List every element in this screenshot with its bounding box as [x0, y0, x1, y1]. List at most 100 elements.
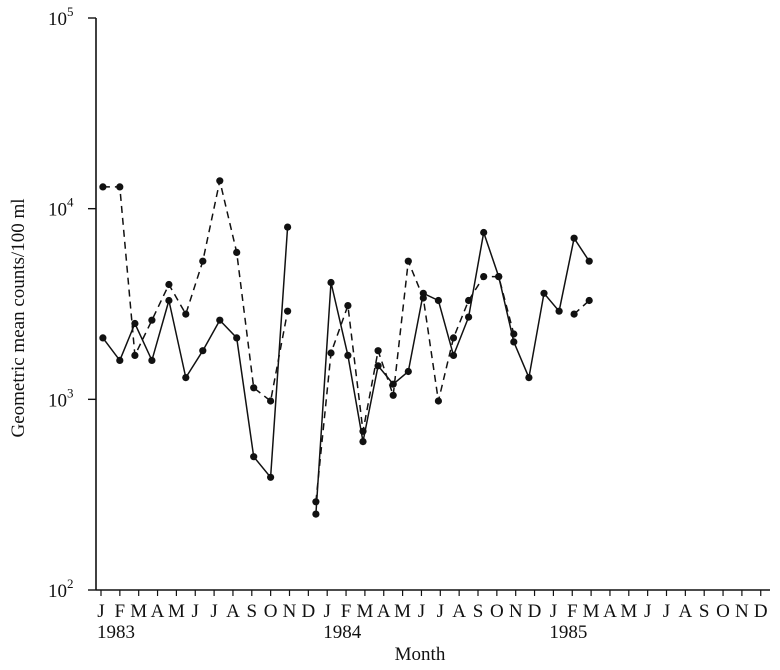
- solid-series-point: [165, 296, 173, 305]
- y-tick-label: 105: [48, 4, 74, 30]
- x-month-label: D: [528, 601, 542, 622]
- dashed-series-point: [116, 183, 124, 191]
- x-month-label: S: [473, 601, 484, 622]
- solid-series-point: [199, 347, 207, 355]
- x-month-label: M: [130, 601, 147, 622]
- y-tick-base: 10: [48, 390, 67, 411]
- x-month-label: D: [301, 601, 315, 622]
- dashed-series-point: [449, 334, 458, 342]
- x-month-label: J: [418, 601, 425, 622]
- x-month-label: A: [452, 601, 466, 622]
- y-tick-base: 10: [48, 200, 67, 221]
- x-month-label: S: [247, 601, 258, 622]
- x-month-label: A: [151, 601, 165, 622]
- solid-series-point: [555, 307, 563, 315]
- y-tick-label: 102: [48, 576, 74, 602]
- dashed-series-point: [250, 384, 258, 392]
- solid-series-point: [131, 319, 139, 328]
- solid-series-point: [525, 374, 533, 382]
- solid-series-line: [315, 232, 590, 515]
- solid-series-point: [510, 338, 518, 346]
- x-month-label: J: [210, 601, 217, 622]
- solid-series-line: [102, 227, 289, 480]
- dashed-series-point: [495, 273, 503, 281]
- solid-series-point: [434, 296, 442, 305]
- solid-series-point: [312, 510, 320, 518]
- dashed-series-point: [480, 273, 488, 281]
- y-tick-base: 10: [48, 9, 67, 30]
- solid-series-point: [480, 228, 488, 237]
- solid-series-point: [540, 289, 548, 297]
- series-layer: [99, 177, 593, 518]
- dashed-series-point: [359, 427, 367, 435]
- x-month-label: M: [583, 601, 600, 622]
- dashed-series-point: [404, 257, 412, 265]
- dashed-series-point: [233, 248, 241, 256]
- dashed-series-point: [131, 351, 139, 359]
- solid-series-point: [359, 438, 367, 446]
- y-axis-title: Geometric mean counts/100 ml: [8, 198, 29, 437]
- x-month-label: A: [603, 601, 617, 622]
- dashed-series-point: [570, 310, 578, 318]
- y-tick-exponent: 5: [67, 4, 74, 19]
- dashed-series-point: [199, 257, 207, 265]
- x-month-label: J: [437, 601, 444, 622]
- x-month-label: F: [567, 601, 578, 622]
- solid-series-point: [284, 223, 292, 231]
- x-month-label: J: [550, 601, 557, 622]
- x-month-label: N: [735, 601, 749, 622]
- x-month-label: O: [264, 601, 278, 622]
- solid-series-point: [570, 234, 578, 242]
- y-tick-exponent: 4: [67, 195, 74, 210]
- x-month-label: F: [341, 601, 352, 622]
- y-tick-label: 103: [48, 385, 74, 411]
- x-month-label: A: [678, 601, 692, 622]
- dashed-series-point: [327, 349, 335, 357]
- x-year-label: 1984: [323, 622, 362, 643]
- solid-series-point: [344, 351, 352, 359]
- x-axis-title: Month: [395, 644, 446, 665]
- dashed-series-point: [434, 397, 442, 405]
- y-tick-exponent: 3: [67, 385, 74, 400]
- x-axis-ticks: J F M A M J J A S O N D J F M A M J J A S O N D J F M A M J J A S O N D1983…: [97, 590, 768, 643]
- solid-series-point: [449, 351, 458, 359]
- solid-series-point: [465, 313, 473, 321]
- solid-series-point: [585, 257, 593, 265]
- y-tick-base: 10: [48, 581, 67, 602]
- solid-series-point: [250, 453, 258, 461]
- dashed-series-point: [465, 296, 473, 305]
- x-month-label: D: [754, 601, 768, 622]
- x-month-label: J: [663, 601, 670, 622]
- solid-series-point: [233, 334, 241, 342]
- solid-series-point: [216, 316, 224, 324]
- solid-series-point: [374, 362, 382, 370]
- x-month-label: N: [283, 601, 297, 622]
- x-month-label: M: [620, 601, 637, 622]
- dashed-series-point: [182, 310, 190, 318]
- x-month-label: O: [490, 601, 504, 622]
- dashed-series-point: [374, 347, 382, 355]
- solid-series-point: [148, 356, 156, 364]
- dashed-series-line: [102, 180, 289, 403]
- x-month-label: A: [377, 601, 391, 622]
- dashed-series-point: [419, 294, 427, 302]
- dashed-series-point: [216, 177, 224, 185]
- dashed-series-point: [510, 330, 518, 338]
- x-month-label: O: [716, 601, 730, 622]
- x-month-label: S: [699, 601, 710, 622]
- y-tick-label: 104: [48, 195, 74, 221]
- x-month-label: J: [192, 601, 199, 622]
- solid-series-point: [116, 356, 124, 364]
- dashed-series-point: [148, 316, 156, 324]
- dashed-series-point: [312, 498, 320, 506]
- x-month-label: M: [168, 601, 185, 622]
- x-month-label: M: [356, 601, 373, 622]
- dashed-series-point: [344, 302, 352, 310]
- solid-series-point: [404, 367, 412, 376]
- dashed-series-point: [165, 280, 173, 289]
- dashed-series-line: [315, 260, 515, 502]
- solid-series-point: [267, 473, 275, 481]
- y-tick-exponent: 2: [67, 576, 74, 591]
